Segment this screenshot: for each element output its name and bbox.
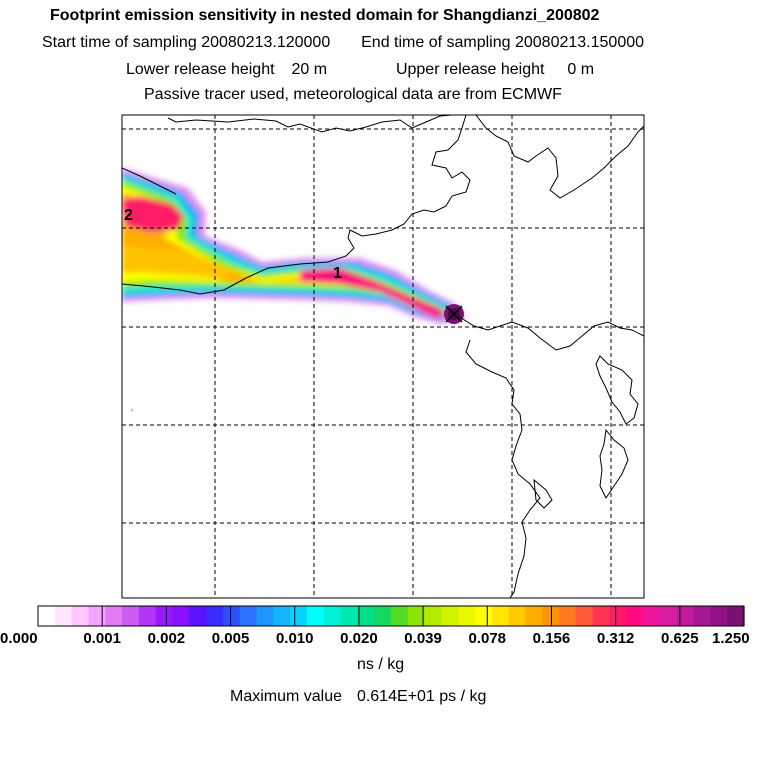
colorbar-cell [575, 606, 594, 626]
colorbar-cell [710, 606, 728, 626]
maximum-value: Maximum value 0.614E+01 ps / kg [230, 688, 486, 706]
colorbar-cell [491, 606, 510, 626]
colorbar-cell [659, 606, 678, 626]
lower-height-value: 20 m [291, 61, 328, 78]
plot-title: Footprint emission sensitivity in nested… [50, 7, 600, 24]
colorbar-cell [357, 606, 375, 626]
colorbar-cell [727, 606, 745, 626]
colorbar-tick-label: 0.001 [83, 630, 121, 647]
footprint-plume [122, 168, 466, 324]
receptor-x-marker [445, 305, 463, 323]
upper-height-value: 0 m [567, 61, 595, 78]
colorbar-cell [71, 606, 90, 626]
colorbar-cell [256, 606, 274, 626]
colorbar-cell [693, 606, 711, 626]
colorbar-cell [407, 606, 426, 626]
map-frame [121, 114, 645, 599]
colorbar-cell [643, 606, 661, 626]
colorbar-cell [239, 606, 258, 626]
colorbar-cell [54, 606, 73, 626]
colorbar-cell [374, 606, 392, 626]
colorbar-cell [592, 606, 611, 626]
colorbar-cell [273, 606, 291, 626]
colorbar-cell [122, 606, 140, 626]
lat-lon-grid [122, 115, 644, 598]
colorbar-tick-label: 0.078 [468, 630, 507, 647]
colorbar-cell [424, 606, 443, 626]
colorbar-cell [290, 606, 308, 626]
upper-height-label: Upper release height [395, 61, 545, 78]
colorbar-cell [222, 606, 241, 626]
end-time-label: End time of sampling [361, 34, 511, 51]
colorbar-cell [475, 606, 493, 626]
colorbar-cell [138, 606, 157, 626]
colorbar-tick-label: 0.039 [404, 630, 442, 647]
end-time-value: 20080213.150000 [514, 34, 645, 51]
colorbar-cell [189, 606, 207, 626]
colorbar-cell [340, 606, 358, 626]
sampling-times: Start time of sampling 20080213.120000 E… [42, 34, 644, 52]
colorbar-tick-label: 0.156 [532, 630, 571, 647]
colorbar-cell [323, 606, 342, 626]
colorbar-cell [458, 606, 476, 626]
colorbar-cell [206, 606, 224, 626]
colorbar-tick-label: 0.000 [0, 630, 38, 647]
colorbar-tick-label: 0.625 [661, 630, 699, 647]
tracer-note: Passive tracer used, meteorological data… [144, 86, 562, 103]
colorbar-cell [525, 606, 543, 626]
colorbar-tick-label: 0.005 [211, 630, 250, 647]
release-heights: Lower release height 20 m Upper release … [126, 61, 594, 79]
coastlines [122, 115, 644, 598]
colorbar-cell [441, 606, 459, 626]
maximum-value-label: Maximum value [230, 688, 343, 705]
stray-dot [130, 408, 134, 412]
colorbar-units: ns / kg [357, 656, 405, 673]
colorbar-cell [391, 606, 409, 626]
colorbar-tick-label: 0.010 [275, 630, 314, 647]
colorbar-dividers [101, 606, 681, 626]
colorbar-cell [88, 606, 106, 626]
colorbar-cell [172, 606, 190, 626]
colorbar-cell [626, 606, 644, 626]
map-label-1: 1 [333, 265, 342, 282]
maximum-value-number: 0.614E+01 ps / kg [356, 688, 487, 705]
colorbar-cell [155, 606, 174, 626]
colorbar-cell [508, 606, 527, 626]
colorbar-cell [676, 606, 695, 626]
start-time-label: Start time of sampling [42, 34, 197, 51]
colorbar-cell [609, 606, 627, 626]
colorbar-cells [38, 606, 745, 626]
lower-height-label: Lower release height [126, 61, 275, 78]
colorbar-tick-label: 0.312 [596, 630, 635, 647]
map-label-2: 2 [124, 207, 133, 224]
colorbar-tick-label: 1.250 [712, 630, 750, 647]
colorbar-cell [105, 606, 123, 626]
colorbar-cell [306, 606, 325, 626]
colorbar-cell [38, 606, 56, 626]
colorbar-frame [37, 605, 745, 627]
colorbar-cell [559, 606, 577, 626]
colorbar-tick-label: 0.002 [147, 630, 186, 647]
colorbar-tick-label: 0.020 [340, 630, 378, 647]
start-time-value: 20080213.120000 [201, 34, 331, 51]
